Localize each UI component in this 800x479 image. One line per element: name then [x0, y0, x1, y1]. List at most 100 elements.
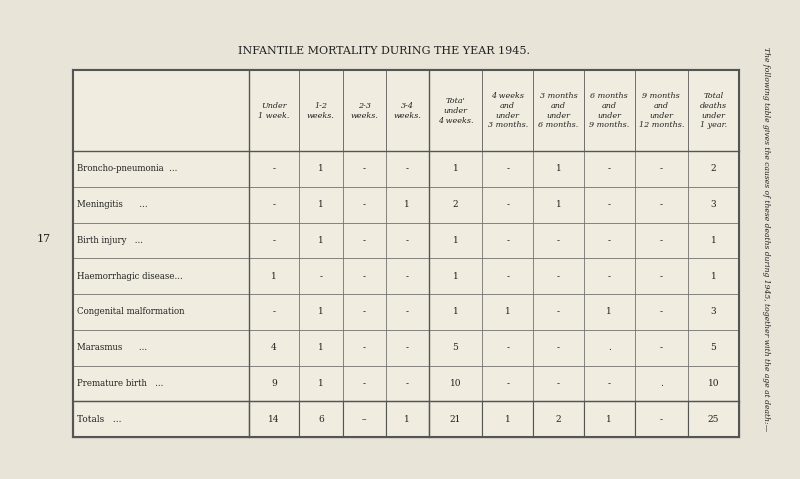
Bar — [533, 258, 584, 294]
Text: -: - — [660, 343, 663, 352]
Text: -: - — [506, 164, 509, 173]
Bar — [584, 294, 634, 330]
Text: Birth injury   ...: Birth injury ... — [77, 236, 143, 245]
Text: -: - — [506, 379, 509, 388]
Bar — [299, 294, 342, 330]
Text: -: - — [506, 272, 509, 281]
Bar — [584, 223, 634, 258]
Bar — [688, 70, 739, 151]
Text: Premature birth   ...: Premature birth ... — [77, 379, 163, 388]
Bar — [584, 70, 634, 151]
Bar — [299, 330, 342, 365]
Text: -: - — [362, 164, 366, 173]
Bar — [342, 401, 386, 437]
Bar — [249, 365, 299, 401]
Text: 17: 17 — [37, 235, 51, 244]
Bar — [73, 70, 249, 151]
Bar — [634, 223, 688, 258]
Bar — [73, 70, 739, 437]
Text: 21: 21 — [450, 415, 462, 424]
Bar — [533, 365, 584, 401]
Text: -: - — [660, 415, 663, 424]
Text: 10: 10 — [450, 379, 462, 388]
Text: 14: 14 — [268, 415, 280, 424]
Text: -: - — [608, 164, 610, 173]
Bar — [533, 187, 584, 223]
Bar — [482, 330, 533, 365]
Bar — [386, 294, 429, 330]
Text: 1: 1 — [271, 272, 277, 281]
Text: -: - — [273, 200, 275, 209]
Text: -: - — [557, 272, 560, 281]
Bar — [299, 70, 342, 151]
Bar — [634, 151, 688, 187]
Text: -: - — [660, 236, 663, 245]
Bar — [634, 365, 688, 401]
Text: –: – — [362, 415, 366, 424]
Text: -: - — [406, 343, 409, 352]
Bar — [73, 294, 249, 330]
Text: Meningitis      ...: Meningitis ... — [77, 200, 148, 209]
Bar — [299, 223, 342, 258]
Text: 4: 4 — [271, 343, 277, 352]
Bar — [386, 223, 429, 258]
Text: 5: 5 — [710, 343, 716, 352]
Text: .: . — [608, 343, 610, 352]
Text: -: - — [660, 272, 663, 281]
Bar — [584, 365, 634, 401]
Bar — [342, 365, 386, 401]
Text: 2-3
weeks.: 2-3 weeks. — [350, 102, 378, 120]
Text: -: - — [557, 343, 560, 352]
Bar — [73, 330, 249, 365]
Bar — [533, 151, 584, 187]
Text: 1: 1 — [555, 164, 562, 173]
Bar — [584, 330, 634, 365]
Bar — [386, 151, 429, 187]
Text: Congenital malformation: Congenital malformation — [77, 308, 185, 317]
Bar — [634, 258, 688, 294]
Bar — [249, 223, 299, 258]
Bar — [386, 187, 429, 223]
Text: 1: 1 — [505, 308, 510, 317]
Bar — [342, 187, 386, 223]
Text: 1: 1 — [453, 308, 458, 317]
Text: 10: 10 — [708, 379, 719, 388]
Text: -: - — [273, 308, 275, 317]
Text: 1: 1 — [318, 200, 324, 209]
Bar — [249, 294, 299, 330]
Text: 3-4
weeks.: 3-4 weeks. — [394, 102, 422, 120]
Text: .: . — [660, 379, 662, 388]
Bar — [482, 151, 533, 187]
Text: 1: 1 — [710, 236, 716, 245]
Text: 6 months
and
under
9 months.: 6 months and under 9 months. — [589, 92, 630, 129]
Text: 1: 1 — [606, 308, 612, 317]
Bar — [73, 187, 249, 223]
Bar — [533, 223, 584, 258]
Bar — [688, 401, 739, 437]
Bar — [482, 223, 533, 258]
Bar — [584, 187, 634, 223]
Bar — [342, 258, 386, 294]
Text: -: - — [273, 164, 275, 173]
Text: 1: 1 — [453, 236, 458, 245]
Text: -: - — [362, 379, 366, 388]
Bar — [249, 258, 299, 294]
Text: Totals   ...: Totals ... — [77, 415, 122, 424]
Bar — [482, 70, 533, 151]
Text: 2: 2 — [710, 164, 716, 173]
Text: -: - — [557, 379, 560, 388]
Text: -: - — [660, 308, 663, 317]
Text: -: - — [362, 308, 366, 317]
Bar — [386, 330, 429, 365]
Text: -: - — [406, 236, 409, 245]
Bar — [429, 151, 482, 187]
Bar — [342, 294, 386, 330]
Bar — [342, 330, 386, 365]
Bar — [634, 294, 688, 330]
Text: 1: 1 — [318, 379, 324, 388]
Text: -: - — [660, 164, 663, 173]
Bar — [688, 330, 739, 365]
Bar — [386, 70, 429, 151]
Text: -: - — [608, 200, 610, 209]
Text: 1: 1 — [453, 164, 458, 173]
